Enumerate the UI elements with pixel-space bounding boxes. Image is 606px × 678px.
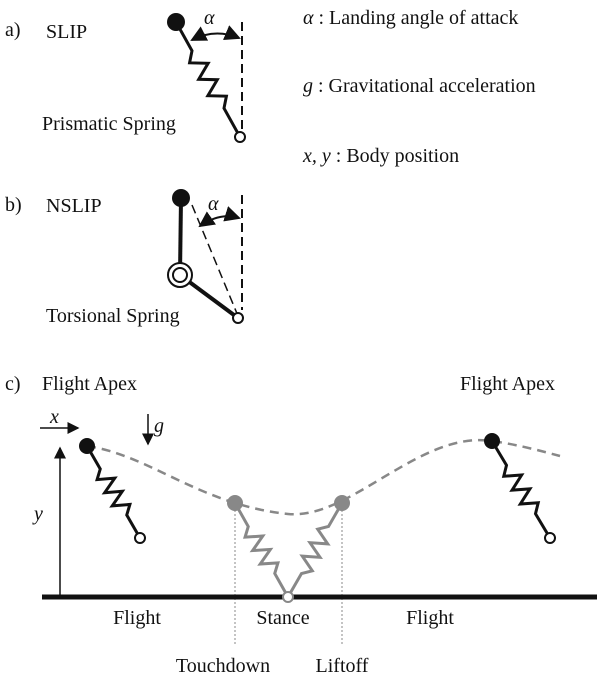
g-label: g xyxy=(154,415,164,437)
panel-label: b) xyxy=(5,194,22,216)
foot xyxy=(234,131,246,143)
body xyxy=(484,433,500,449)
y-label: y xyxy=(32,503,43,525)
spring-label: Prismatic Spring xyxy=(42,113,176,135)
panel-title: NSLIP xyxy=(46,195,102,217)
phase-label: Stance xyxy=(256,607,309,629)
x-label: x xyxy=(49,406,59,428)
foot xyxy=(134,532,146,544)
event-label: Liftoff xyxy=(316,655,369,677)
angle-label: α xyxy=(208,193,219,215)
spring xyxy=(85,445,142,539)
phase-label: Flight xyxy=(406,607,454,629)
angle-arc xyxy=(198,206,241,228)
foot xyxy=(282,591,294,603)
spring-label: Torsional Spring xyxy=(46,305,180,327)
trajectory xyxy=(86,438,561,516)
legend-item: x, y : Body position xyxy=(302,145,459,167)
body xyxy=(227,495,243,511)
foot xyxy=(544,532,556,544)
panel-title: SLIP xyxy=(46,21,87,43)
spring xyxy=(490,440,552,539)
springs xyxy=(85,21,552,598)
phase-label: Flight xyxy=(113,607,161,629)
body xyxy=(79,438,95,454)
foot xyxy=(232,312,244,324)
panel-label: a) xyxy=(5,19,21,41)
legend-item: g : Gravitational acceleration xyxy=(303,75,536,97)
body xyxy=(334,495,350,511)
panel-label: c) xyxy=(5,373,21,395)
spring xyxy=(286,502,344,598)
spring xyxy=(233,502,290,598)
legend: α : Landing angle of attack g : Gravitat… xyxy=(302,7,536,167)
angle-arc xyxy=(190,25,241,41)
spring xyxy=(174,21,242,138)
legend-item: α : Landing angle of attack xyxy=(303,7,518,29)
apex-label: Flight Apex xyxy=(460,373,555,395)
body xyxy=(172,189,190,207)
event-label: Touchdown xyxy=(176,655,270,677)
body xyxy=(167,13,185,31)
apex-label: Flight Apex xyxy=(42,373,137,395)
angle-label: α xyxy=(204,7,215,29)
torsion-ring xyxy=(172,267,188,283)
